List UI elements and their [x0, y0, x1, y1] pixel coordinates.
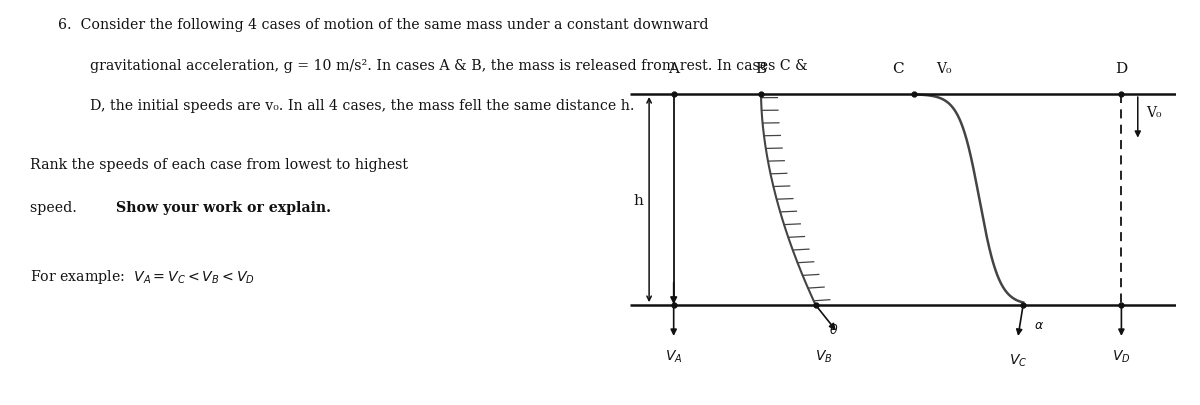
Text: Rank the speeds of each case from lowest to highest: Rank the speeds of each case from lowest…: [30, 158, 408, 172]
Text: speed.: speed.: [30, 200, 86, 214]
Text: V₀: V₀: [1146, 105, 1162, 119]
Text: For example:  $V_A=V_C<V_B<V_D$: For example: $V_A=V_C<V_B<V_D$: [30, 267, 254, 285]
Text: $\theta$: $\theta$: [829, 322, 839, 336]
Text: $V_C$: $V_C$: [1008, 352, 1027, 368]
Text: D, the initial speeds are v₀. In all 4 cases, the mass fell the same distance h.: D, the initial speeds are v₀. In all 4 c…: [90, 99, 635, 113]
Text: h: h: [634, 193, 643, 207]
Text: $V_D$: $V_D$: [1112, 347, 1130, 364]
Text: A: A: [668, 62, 679, 76]
Text: Show your work or explain.: Show your work or explain.: [116, 200, 331, 214]
Text: $\alpha$: $\alpha$: [1034, 318, 1044, 331]
Text: D: D: [1115, 62, 1128, 76]
Text: $V_B$: $V_B$: [815, 347, 833, 364]
Text: $V_A$: $V_A$: [665, 347, 683, 364]
Text: 6.  Consider the following 4 cases of motion of the same mass under a constant d: 6. Consider the following 4 cases of mot…: [58, 18, 708, 32]
Text: C: C: [892, 62, 904, 76]
Text: B: B: [756, 62, 767, 76]
Text: gravitational acceleration, g = 10 m/s². In cases A & B, the mass is released fr: gravitational acceleration, g = 10 m/s².…: [90, 59, 808, 72]
Text: V₀: V₀: [936, 62, 952, 76]
